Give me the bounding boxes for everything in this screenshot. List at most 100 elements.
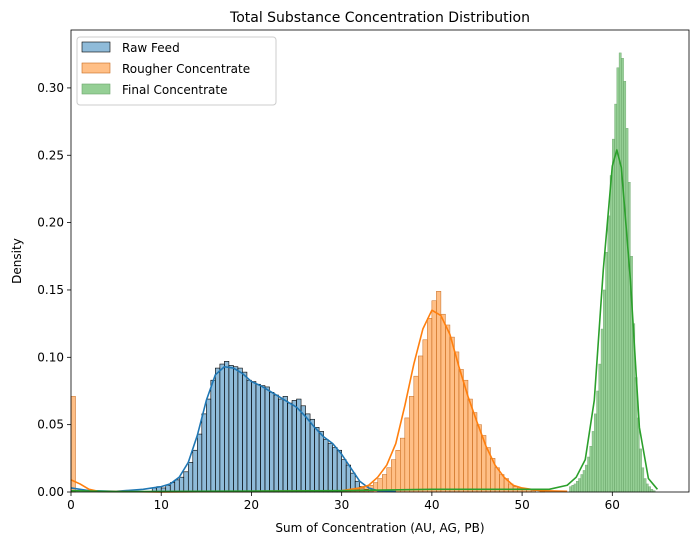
histogram-bar — [318, 431, 324, 493]
histogram-bar — [332, 447, 338, 493]
x-tick-label: 10 — [154, 498, 169, 512]
histogram-bar — [305, 413, 311, 493]
histogram-bar — [569, 486, 572, 493]
histogram-bar — [621, 58, 624, 493]
legend-label: Raw Feed — [122, 41, 180, 55]
histogram-bar — [476, 424, 482, 493]
y-tick-label: 0.20 — [37, 216, 64, 230]
histogram-bar — [609, 175, 613, 493]
y-tick-label: 0.15 — [37, 283, 64, 297]
histogram-bar — [404, 417, 410, 493]
histogram-bar — [291, 400, 297, 493]
histogram-bar — [643, 478, 647, 493]
histogram-bar — [206, 398, 212, 493]
axes-frame — [70, 29, 690, 493]
histogram-bar — [386, 467, 392, 493]
histogram-bar — [436, 291, 442, 493]
histogram-bar — [192, 449, 198, 493]
histogram-bar — [645, 483, 649, 493]
x-tick-label: 0 — [67, 498, 75, 512]
histogram-bar — [242, 371, 248, 493]
histogram-bar — [215, 367, 221, 493]
histogram-bar — [287, 402, 293, 493]
histogram-bar — [422, 339, 428, 493]
histogram-bar — [648, 486, 651, 493]
histogram-bar — [336, 449, 342, 493]
x-axis: 0 10 20 30 40 50 60 — [67, 492, 620, 512]
histogram-bar — [580, 474, 584, 493]
histogram-bar — [269, 392, 275, 493]
histogram-bar — [639, 448, 642, 493]
y-tick-label: 0.30 — [37, 81, 64, 95]
histogram-bar — [463, 379, 469, 493]
histogram-bar — [327, 443, 333, 493]
histogram-bar — [431, 300, 437, 493]
histogram-bar — [591, 431, 595, 493]
histogram-bar — [300, 405, 306, 493]
histogram-bar — [603, 289, 606, 493]
histogram-bar — [187, 462, 194, 493]
histogram-bar — [418, 355, 424, 493]
histogram-bar — [467, 398, 473, 493]
histogram-bar — [219, 363, 225, 493]
histogram-bar — [614, 103, 618, 493]
histogram-bar — [237, 367, 243, 493]
histogram-bar — [251, 381, 257, 493]
histogram-bar — [573, 483, 577, 493]
x-tick-label: 30 — [334, 498, 349, 512]
histogram-bar — [314, 427, 320, 493]
x-tick-label: 20 — [244, 498, 259, 512]
histogram-bar — [594, 413, 597, 493]
histogram-bar — [273, 394, 279, 493]
legend-swatch — [81, 83, 111, 95]
y-tick-label: 0.00 — [37, 485, 64, 499]
y-tick-label: 0.05 — [37, 418, 64, 432]
x-axis-label: Sum of Concentration (AU, AG, PB) — [275, 521, 484, 535]
histogram-bar — [440, 313, 446, 493]
histogram-bar — [174, 479, 180, 493]
histogram-bar — [598, 363, 602, 493]
histogram-bar — [345, 464, 351, 493]
histogram-bar — [587, 456, 590, 493]
x-tick-label: 60 — [605, 498, 620, 512]
histogram-bar — [70, 396, 76, 493]
legend-box — [76, 36, 277, 106]
y-tick-label: 0.25 — [37, 148, 64, 162]
histogram-bar — [650, 489, 654, 493]
histogram-bar — [296, 398, 302, 493]
histogram-bar — [400, 437, 406, 493]
histogram-bar — [413, 375, 419, 493]
histogram-bar — [607, 215, 611, 493]
histogram-bar — [458, 369, 464, 493]
histogram-bar — [627, 182, 631, 493]
histogram-bar — [228, 365, 234, 493]
histogram-bar — [278, 398, 284, 493]
histogram-bar — [616, 67, 620, 493]
histogram-bar — [233, 366, 239, 493]
legend-swatch — [81, 41, 111, 53]
x-tick-label: 50 — [514, 498, 529, 512]
histogram-bar — [582, 470, 586, 493]
histogram-bar — [585, 464, 588, 493]
histogram-bar — [576, 481, 579, 493]
histogram-bar — [255, 383, 261, 493]
y-tick-label: 0.10 — [37, 350, 64, 364]
histogram-bar — [605, 252, 609, 493]
legend-label: Final Concentrate — [122, 83, 227, 97]
histogram-bar — [641, 467, 645, 493]
chart-title: Total Substance Concentration Distributi… — [229, 10, 530, 26]
histogram-bar — [618, 52, 622, 493]
histogram-bar — [454, 351, 460, 493]
legend: Raw Feed Rougher Concentrate Final Concent… — [76, 36, 277, 106]
histogram-bar — [612, 138, 615, 493]
histogram-bar — [264, 386, 270, 493]
histogram-bar — [282, 396, 288, 493]
histogram-bar — [341, 459, 347, 493]
histogram-bar — [472, 412, 478, 493]
histogram-bar — [391, 459, 397, 493]
histogram-bar — [309, 418, 315, 493]
histogram-bar — [589, 446, 593, 493]
histogram-bar — [395, 449, 401, 493]
histogram-bar — [427, 317, 433, 493]
